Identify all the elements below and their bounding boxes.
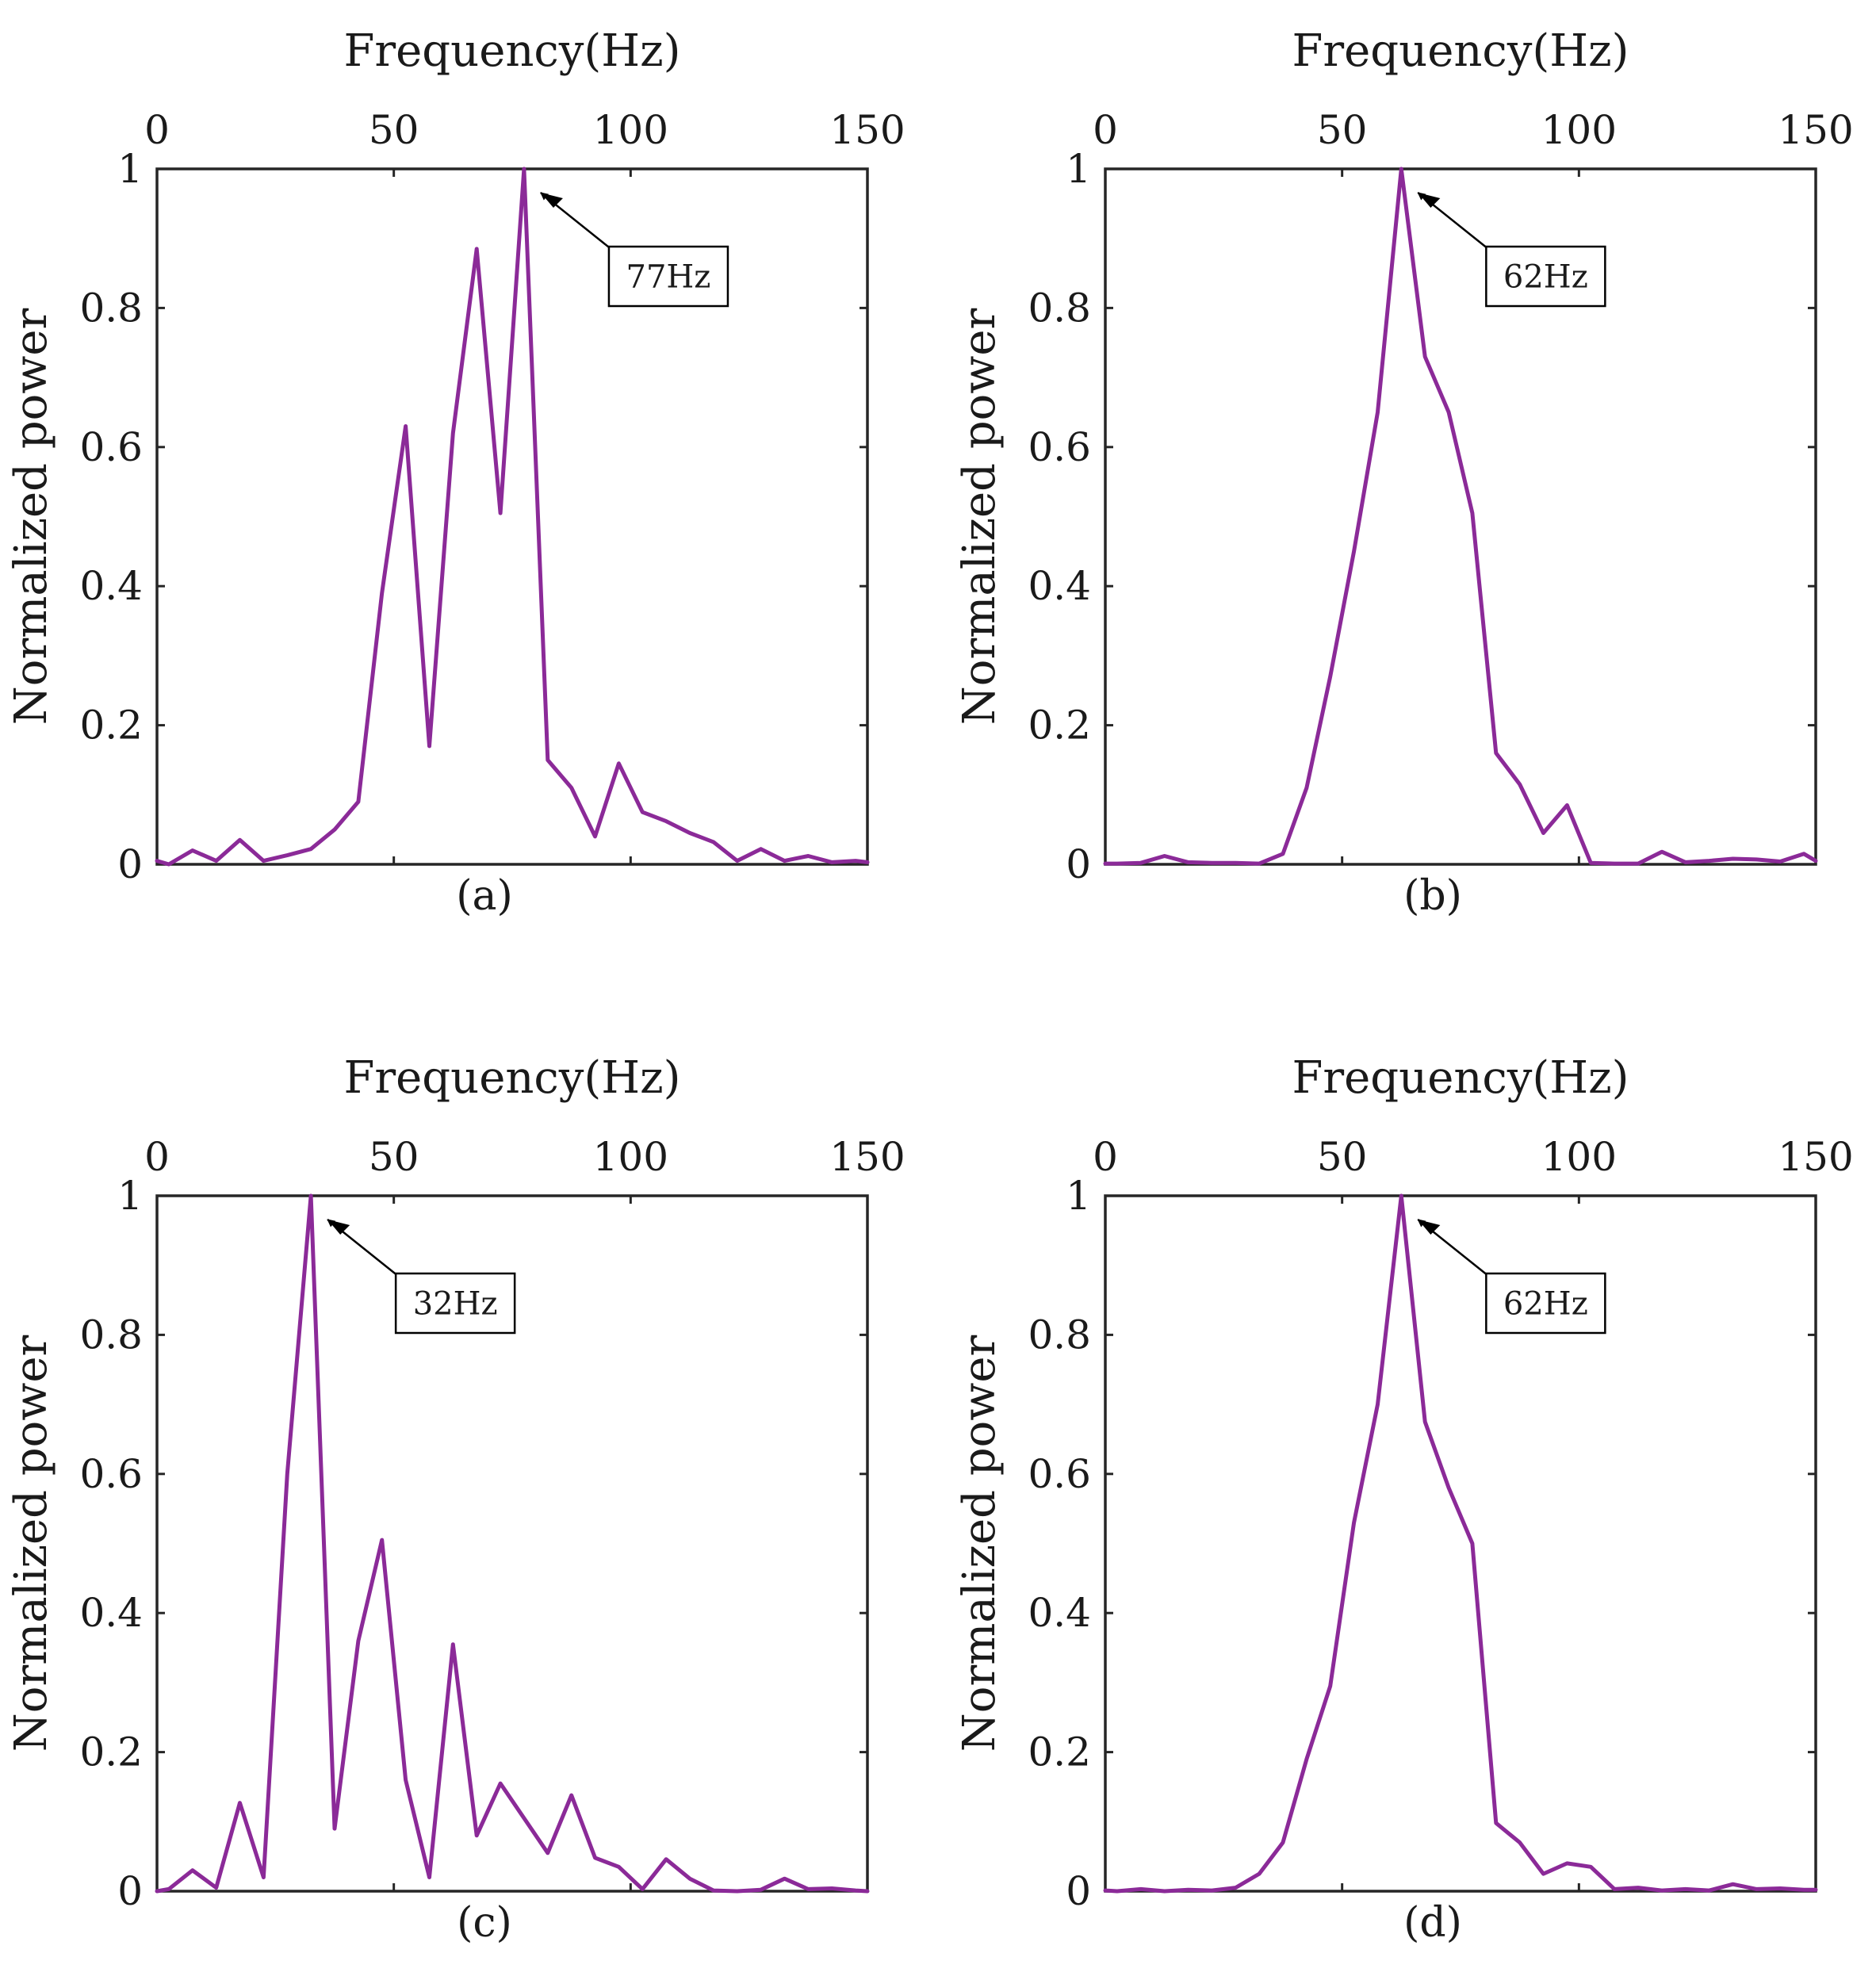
- y-axis-title: Normalized power: [6, 1335, 57, 1752]
- y-tick-label: 1: [117, 146, 143, 192]
- series-line: [1103, 1193, 1818, 1894]
- x-tick-label: 150: [1778, 107, 1853, 153]
- x-axis-title: Frequency(Hz): [1292, 25, 1629, 77]
- x-tick-label: 150: [1778, 1134, 1853, 1180]
- y-tick-label: 0: [1066, 841, 1091, 887]
- axis-frame: [155, 1194, 869, 1893]
- axis-frame: [1104, 1194, 1817, 1893]
- y-axis-title: Normalized power: [954, 1335, 1005, 1752]
- x-axis-title: Frequency(Hz): [1292, 1052, 1629, 1104]
- panel-label: (c): [457, 1899, 512, 1947]
- annotation-arrowhead: [1418, 1220, 1441, 1235]
- y-tick-label: 1: [1066, 1173, 1091, 1219]
- panel-label: (d): [1403, 1899, 1462, 1947]
- annotation-arrowhead: [327, 1220, 350, 1235]
- annotation-box: [1485, 1272, 1606, 1335]
- panel-label: (a): [456, 872, 513, 920]
- x-tick-label: 150: [829, 107, 905, 153]
- x-tick-label: 0: [1093, 1134, 1118, 1180]
- x-tick-label: 150: [829, 1134, 905, 1180]
- y-tick-label: 0.2: [79, 703, 143, 749]
- annotation-label: 62Hz: [1503, 259, 1588, 296]
- y-tick-label: 0.4: [79, 563, 143, 609]
- series-line: [155, 1193, 870, 1894]
- y-tick-label: 0: [117, 841, 143, 887]
- x-tick-label: 100: [1541, 1134, 1617, 1180]
- y-tick-label: 0.2: [1028, 703, 1091, 749]
- chart-panel-c: 0 50 100 150 0 0.2 0.4 0.6 0.8 1 Frequency(Hz) Norm…: [6, 1052, 905, 1947]
- y-axis-title: Normalized power: [954, 308, 1005, 726]
- x-tick-label: 50: [1317, 107, 1368, 153]
- series-line: [1103, 167, 1818, 866]
- x-tick-label: 0: [1093, 107, 1118, 153]
- annotation-box: [394, 1272, 516, 1335]
- panel-label: (b): [1403, 872, 1462, 920]
- annotation-label: 32Hz: [413, 1286, 498, 1323]
- annotation-box: [1485, 245, 1606, 308]
- annotation-label: 62Hz: [1503, 1286, 1588, 1323]
- chart-panel-d: 0 50 100 150 0 0.2 0.4 0.6 0.8 1 Frequency(Hz) Norm…: [954, 1052, 1854, 1947]
- y-tick-label: 0.2: [79, 1729, 143, 1775]
- x-tick-label: 0: [144, 1134, 170, 1180]
- y-tick-label: 0.6: [79, 424, 143, 470]
- annotation-label: 77Hz: [626, 259, 711, 296]
- axis-frame: [1104, 167, 1817, 866]
- y-tick-label: 0.4: [1028, 563, 1091, 609]
- x-tick-label: 50: [1317, 1134, 1368, 1180]
- x-axis-title: Frequency(Hz): [344, 1052, 681, 1104]
- x-tick-label: 50: [369, 107, 419, 153]
- y-tick-label: 0.8: [1028, 1312, 1091, 1358]
- x-tick-label: 100: [593, 107, 668, 153]
- y-tick-label: 1: [1066, 146, 1091, 192]
- axis-frame: [155, 167, 869, 866]
- y-tick-label: 0.6: [1028, 1451, 1091, 1497]
- x-tick-label: 100: [1541, 107, 1617, 153]
- x-tick-label: 50: [369, 1134, 419, 1180]
- chart-panel-b: 0 50 100 150 0 0.2 0.4 0.6 0.8 1 Frequency(Hz) Norm…: [954, 25, 1854, 920]
- y-tick-label: 0.4: [1028, 1590, 1091, 1636]
- y-tick-label: 1: [117, 1173, 143, 1219]
- y-tick-label: 0.6: [1028, 424, 1091, 470]
- y-tick-label: 0.4: [79, 1590, 143, 1636]
- y-tick-label: 0.8: [79, 1312, 143, 1358]
- y-tick-label: 0.8: [1028, 285, 1091, 331]
- series-line: [155, 167, 870, 867]
- y-tick-label: 0.8: [79, 285, 143, 331]
- y-tick-label: 0: [117, 1868, 143, 1914]
- x-axis-title: Frequency(Hz): [344, 25, 681, 77]
- y-axis-title: Normalized power: [6, 308, 57, 726]
- y-tick-label: 0.2: [1028, 1729, 1091, 1775]
- chart-panel-a: 0 50 100 150 0 0.2 0.4 0.6 0.8 1 Frequency(Hz) Norm…: [6, 25, 905, 920]
- x-tick-label: 100: [593, 1134, 668, 1180]
- x-tick-label: 0: [144, 107, 170, 153]
- y-tick-label: 0: [1066, 1868, 1091, 1914]
- y-tick-label: 0.6: [79, 1451, 143, 1497]
- annotation-arrowhead: [1418, 193, 1441, 208]
- annotation-box: [607, 245, 729, 308]
- annotation-arrowhead: [540, 193, 563, 208]
